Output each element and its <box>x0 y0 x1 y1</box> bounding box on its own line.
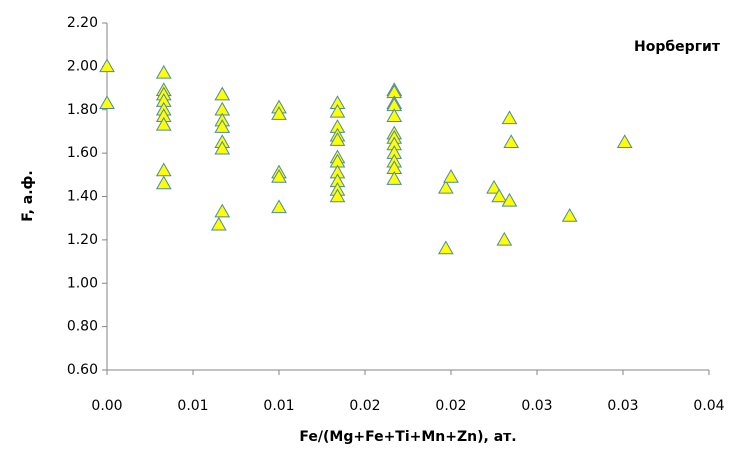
point <box>155 162 172 177</box>
annotation: Норбергит <box>634 39 721 55</box>
point <box>210 216 227 231</box>
point <box>99 58 115 73</box>
y-axis-label: F, а.ф. <box>20 170 36 221</box>
y-tick-label: 1.80 <box>67 102 98 118</box>
point <box>503 134 520 149</box>
point <box>616 134 633 149</box>
point <box>437 240 454 255</box>
y-tick-label: 2.00 <box>67 58 98 74</box>
point <box>437 179 454 194</box>
x-tick-label: 0.03 <box>607 398 638 414</box>
point <box>501 110 518 125</box>
point <box>271 106 287 120</box>
x-tick-label: 0.02 <box>435 398 466 414</box>
point <box>329 188 346 203</box>
point <box>329 103 346 118</box>
point <box>561 208 578 222</box>
point <box>501 192 518 207</box>
x-tick-label: 0.02 <box>349 398 380 414</box>
y-tick-label: 1.40 <box>67 189 98 205</box>
point <box>155 175 172 190</box>
y-tick-label: 1.20 <box>67 232 98 248</box>
x-axis-label: Fe/(Mg+Fe+Ti+Mn+Zn), ат. <box>299 429 516 445</box>
y-tick-label: 1.00 <box>67 275 98 291</box>
point <box>386 108 403 123</box>
x-tick-label: 0.01 <box>263 398 294 414</box>
point <box>496 231 513 246</box>
y-tick-label: 0.80 <box>67 319 98 335</box>
x-tick-label: 0.01 <box>177 398 208 414</box>
point <box>214 119 231 133</box>
point <box>99 95 115 109</box>
point <box>155 64 172 79</box>
point <box>491 188 508 203</box>
x-tick-label: 0.00 <box>91 398 122 414</box>
point <box>486 179 502 194</box>
point <box>155 116 172 131</box>
point <box>271 168 287 183</box>
point <box>329 132 346 146</box>
y-tick-label: 2.20 <box>67 15 98 31</box>
x-tick-label: 0.03 <box>521 398 552 414</box>
y-tick-label: 1.60 <box>67 145 98 161</box>
point <box>214 203 231 218</box>
point <box>214 140 231 155</box>
point <box>443 168 459 183</box>
x-tick-label: 0.04 <box>693 398 724 414</box>
y-tick-label: 0.60 <box>67 362 98 378</box>
point <box>214 86 231 101</box>
point <box>271 199 287 214</box>
point <box>386 171 403 185</box>
